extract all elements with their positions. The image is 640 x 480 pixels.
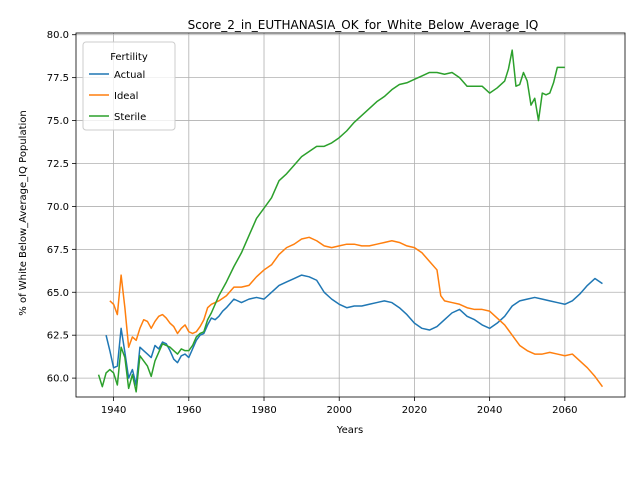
legend-title: Fertility bbox=[110, 52, 148, 63]
y-tick-label: 75.0 bbox=[47, 116, 69, 127]
y-tick-label: 80.0 bbox=[47, 30, 69, 41]
x-tick-label: 1980 bbox=[251, 405, 276, 416]
x-tick-label: 1960 bbox=[176, 405, 201, 416]
x-tick-label: 2060 bbox=[552, 405, 577, 416]
series-layer bbox=[97, 49, 604, 393]
x-tick-label: 1940 bbox=[101, 405, 126, 416]
y-axis-label: % of White Below_Average_IQ Population bbox=[18, 110, 29, 315]
legend-box bbox=[82, 41, 176, 131]
y-tick-label: 62.5 bbox=[47, 331, 69, 342]
y-tick-label: 70.0 bbox=[47, 202, 69, 213]
x-tick-label: 2040 bbox=[477, 405, 502, 416]
legend: Fertility Actual Ideal Sterile bbox=[82, 41, 176, 131]
x-axis-label: Years bbox=[336, 425, 363, 436]
legend-label-ideal: Ideal bbox=[114, 91, 138, 102]
plot-frame bbox=[75, 32, 626, 398]
series-line-ideal bbox=[109, 236, 604, 388]
axis-ticks: 1940 1960 1980 2000 2020 2040 2060 60.0 62.5 65.0… bbox=[47, 30, 578, 416]
legend-label-actual: Actual bbox=[114, 70, 145, 81]
chart-title: Score_2_in_EUTHANASIA_OK_for_White_Below… bbox=[188, 18, 539, 32]
y-tick-label: 65.0 bbox=[47, 288, 69, 299]
series-line-sterile bbox=[97, 49, 565, 393]
x-tick-label: 2000 bbox=[326, 405, 351, 416]
y-tick-label: 77.5 bbox=[47, 73, 69, 84]
legend-label-sterile: Sterile bbox=[114, 112, 146, 123]
y-tick-label: 60.0 bbox=[47, 374, 69, 385]
y-tick-label: 67.5 bbox=[47, 245, 69, 256]
x-tick-label: 2020 bbox=[402, 405, 427, 416]
legend-items: Actual Ideal Sterile bbox=[89, 70, 146, 123]
grid bbox=[76, 33, 625, 397]
y-tick-label: 72.5 bbox=[47, 159, 69, 170]
